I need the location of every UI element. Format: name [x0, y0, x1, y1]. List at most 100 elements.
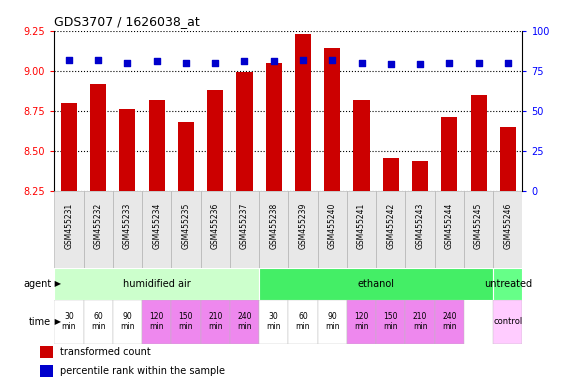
Bar	[266, 63, 282, 191]
Text: humidified air: humidified air	[123, 279, 191, 289]
Bar	[142, 300, 171, 344]
Bar	[412, 161, 428, 191]
Bar	[54, 300, 83, 344]
Text: 210
min: 210 min	[413, 312, 427, 331]
Text: control: control	[493, 317, 522, 326]
Text: percentile rank within the sample: percentile rank within the sample	[60, 366, 225, 376]
Bar	[61, 103, 77, 191]
Text: 60
min: 60 min	[296, 312, 310, 331]
Bar	[236, 73, 252, 191]
Bar	[230, 300, 259, 344]
Text: GSM455246: GSM455246	[503, 203, 512, 249]
Bar	[288, 191, 317, 268]
Point	[474, 60, 483, 66]
Text: GSM455244: GSM455244	[445, 203, 454, 249]
Point	[503, 60, 512, 66]
Point	[152, 58, 161, 64]
Bar	[288, 300, 317, 344]
Text: 30
min: 30 min	[62, 312, 76, 331]
Bar	[83, 300, 112, 344]
Bar	[493, 300, 522, 344]
Bar	[441, 118, 457, 191]
Bar	[40, 365, 53, 376]
Bar	[376, 300, 405, 344]
Bar	[200, 300, 230, 344]
Point	[123, 60, 132, 66]
Point	[299, 56, 308, 63]
Bar	[113, 191, 142, 268]
Text: 90
min: 90 min	[120, 312, 135, 331]
Text: agent: agent	[23, 279, 51, 289]
Text: 150
min: 150 min	[384, 312, 398, 331]
Text: GSM455232: GSM455232	[94, 203, 103, 249]
Bar	[207, 90, 223, 191]
Bar	[171, 191, 200, 268]
Text: 240
min: 240 min	[237, 312, 252, 331]
Text: GSM455231: GSM455231	[65, 203, 74, 249]
Point	[65, 56, 74, 63]
Bar	[259, 268, 493, 300]
Point	[416, 61, 425, 68]
Bar	[493, 191, 522, 268]
Text: 150
min: 150 min	[179, 312, 193, 331]
Bar	[200, 191, 230, 268]
Text: GSM455245: GSM455245	[474, 203, 483, 249]
Text: GSM455243: GSM455243	[416, 203, 425, 249]
Bar	[471, 95, 486, 191]
Point	[386, 61, 395, 68]
Text: 120
min: 120 min	[354, 312, 369, 331]
Text: GSM455238: GSM455238	[269, 203, 278, 249]
Bar	[435, 300, 464, 344]
Bar	[295, 34, 311, 191]
Text: 240
min: 240 min	[442, 312, 457, 331]
Text: ▶: ▶	[52, 317, 61, 326]
Bar	[500, 127, 516, 191]
Point	[445, 60, 454, 66]
Text: 60
min: 60 min	[91, 312, 106, 331]
Point	[328, 56, 337, 63]
Bar	[178, 122, 194, 191]
Text: GSM455235: GSM455235	[182, 203, 191, 249]
Bar	[54, 268, 259, 300]
Bar	[148, 100, 164, 191]
Bar	[142, 191, 171, 268]
Bar	[83, 191, 112, 268]
Text: 90
min: 90 min	[325, 312, 340, 331]
Bar	[259, 300, 288, 344]
Bar	[230, 191, 259, 268]
Bar	[376, 191, 405, 268]
Bar	[171, 300, 200, 344]
Text: GSM455242: GSM455242	[386, 203, 395, 249]
Bar	[493, 268, 522, 300]
Text: ethanol: ethanol	[357, 279, 395, 289]
Text: GSM455237: GSM455237	[240, 203, 249, 249]
Bar	[54, 191, 83, 268]
Text: 120
min: 120 min	[150, 312, 164, 331]
Bar	[353, 100, 369, 191]
Bar	[383, 157, 399, 191]
Bar	[113, 300, 142, 344]
Bar	[317, 191, 347, 268]
Bar	[324, 48, 340, 191]
Bar	[347, 191, 376, 268]
Text: GSM455234: GSM455234	[152, 203, 161, 249]
Point	[269, 58, 278, 64]
Text: GSM455239: GSM455239	[299, 203, 308, 249]
Text: transformed count: transformed count	[60, 347, 151, 357]
Bar	[347, 300, 376, 344]
Point	[357, 60, 366, 66]
Text: GSM455240: GSM455240	[328, 203, 337, 249]
Text: GDS3707 / 1626038_at: GDS3707 / 1626038_at	[54, 15, 200, 28]
Bar	[317, 300, 347, 344]
Bar	[40, 346, 53, 358]
Bar	[435, 191, 464, 268]
Bar	[464, 191, 493, 268]
Text: untreated: untreated	[484, 279, 532, 289]
Text: GSM455233: GSM455233	[123, 203, 132, 249]
Bar	[119, 109, 135, 191]
Point	[182, 60, 191, 66]
Bar	[405, 191, 435, 268]
Point	[211, 60, 220, 66]
Text: 30
min: 30 min	[267, 312, 281, 331]
Point	[94, 56, 103, 63]
